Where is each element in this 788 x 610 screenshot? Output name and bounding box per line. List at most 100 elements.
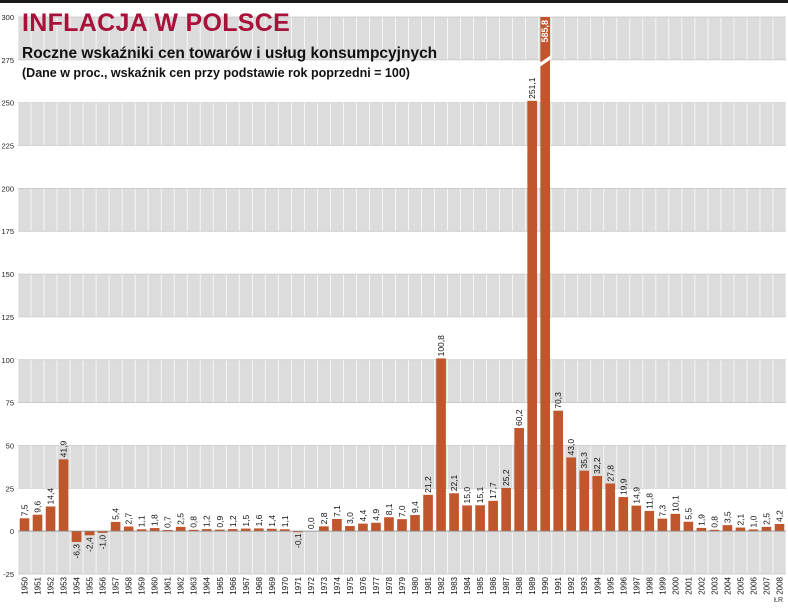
x-tick-label: 2005 (736, 576, 745, 594)
bar (384, 517, 394, 532)
value-label: 21,2 (423, 476, 433, 493)
bar (240, 528, 251, 532)
top-rule (0, 0, 788, 3)
bar (71, 531, 82, 542)
value-label: -2,4 (85, 537, 95, 552)
bar (696, 527, 707, 532)
x-tick-label: 1953 (60, 576, 69, 594)
value-label: 14,4 (46, 488, 56, 505)
chart-title: INFLACJA W POLSCE (22, 9, 291, 37)
bar (175, 526, 186, 532)
chart-note: (Dane w proc., wskaźnik cen przy podstaw… (22, 66, 410, 80)
x-tick-label: 1985 (476, 576, 485, 594)
x-tick-label: 1974 (333, 576, 342, 594)
value-label: 1,1 (137, 515, 147, 527)
value-label: 25,2 (501, 469, 511, 486)
author-credit: ŁR (774, 597, 783, 604)
y-tick-label: 250 (1, 99, 14, 108)
value-label: 0,7 (163, 516, 173, 528)
x-tick-label: 1952 (47, 576, 56, 594)
value-labels: 7,5 9,614,441,9-6,3 -2,4 -1,05,4 2,7 1,1 1,8 0,… (20, 20, 785, 559)
x-tick-labels: 1950 1951 1952 1953 1954 1955 1956 1957 1958 1959… (21, 576, 785, 594)
value-label: 0,0 (306, 517, 316, 529)
bar (592, 475, 603, 532)
value-label: 1,4 (267, 515, 277, 527)
bar (123, 526, 134, 532)
value-label: 585,8 (540, 20, 550, 43)
y-tick-labels: -25 0 25 50 75 100 125 150 175 200 225 250 275 300 (1, 13, 14, 579)
bar (514, 427, 524, 532)
value-label: 1,2 (202, 515, 212, 527)
x-tick-label: 1986 (489, 576, 498, 594)
axis-break-mark (539, 55, 552, 68)
y-tick-label: 200 (1, 184, 14, 193)
bar (488, 500, 498, 532)
bar (566, 457, 577, 532)
grid-band (18, 359, 786, 403)
x-tick-label: 2003 (710, 576, 719, 594)
grid-band (18, 274, 786, 317)
x-tick-label: 1968 (255, 576, 264, 594)
bar (709, 529, 720, 532)
bar (462, 505, 472, 532)
value-label: 0,9 (215, 516, 225, 528)
value-label: 22,1 (449, 474, 459, 491)
x-tick-label: 1980 (411, 576, 420, 594)
x-tick-label: 1954 (73, 576, 82, 594)
value-label: 70,3 (553, 392, 563, 409)
value-label: 0,8 (709, 516, 719, 528)
x-tick-label: 1990 (541, 576, 550, 594)
value-label: -6,3 (72, 544, 82, 559)
x-tick-label: 1969 (268, 576, 277, 594)
bar (358, 523, 368, 532)
bar (722, 525, 733, 532)
grid-band (18, 17, 786, 60)
x-tick-label: 1978 (385, 576, 394, 594)
bar (540, 17, 551, 532)
value-label: 4,4 (358, 510, 368, 522)
y-tick-label: 0 (10, 527, 14, 536)
bar (644, 510, 655, 532)
y-tick-label: -25 (3, 570, 14, 579)
bar (527, 100, 537, 532)
bars (19, 17, 785, 542)
x-tick-label: 1983 (450, 576, 459, 594)
bar (683, 521, 694, 532)
x-tick-label: 1981 (424, 576, 433, 594)
x-tick-label: 1956 (99, 576, 108, 594)
value-label: 1,6 (254, 514, 264, 526)
x-tick-label: 1999 (658, 576, 667, 594)
bar (32, 514, 43, 532)
value-label: -0,1 (293, 533, 303, 548)
bar (345, 526, 355, 532)
value-label: 14,9 (631, 487, 641, 504)
x-tick-label: 1992 (567, 576, 576, 594)
x-tick-label: 1998 (645, 576, 654, 594)
value-label: 5,5 (683, 508, 693, 520)
value-label: 9,4 (410, 501, 420, 513)
bar (136, 529, 147, 532)
bar (319, 526, 329, 532)
value-label: -1,0 (98, 535, 108, 550)
y-tick-label: 275 (1, 56, 14, 65)
value-label: 60,2 (514, 409, 524, 426)
x-tick-label: 1967 (242, 576, 251, 594)
y-tick-label: 25 (6, 484, 14, 493)
x-tick-label: 1970 (281, 576, 290, 594)
x-tick-label: 1965 (216, 576, 225, 594)
grid-band (18, 531, 786, 574)
value-label: 35,3 (579, 452, 589, 469)
bar (84, 531, 95, 536)
y-tick-label: 175 (1, 227, 14, 236)
x-tick-label: 1960 (151, 576, 160, 594)
value-label: 7,0 (397, 505, 407, 517)
bar (410, 515, 420, 532)
x-tick-label: 1989 (528, 576, 537, 594)
bar (45, 506, 56, 532)
x-tick-label: 1979 (398, 576, 407, 594)
value-label: 17,7 (488, 482, 498, 499)
bar (110, 521, 121, 532)
x-tick-label: 2008 (775, 576, 784, 594)
value-label: 19,9 (618, 478, 628, 495)
grid-band (18, 445, 786, 489)
